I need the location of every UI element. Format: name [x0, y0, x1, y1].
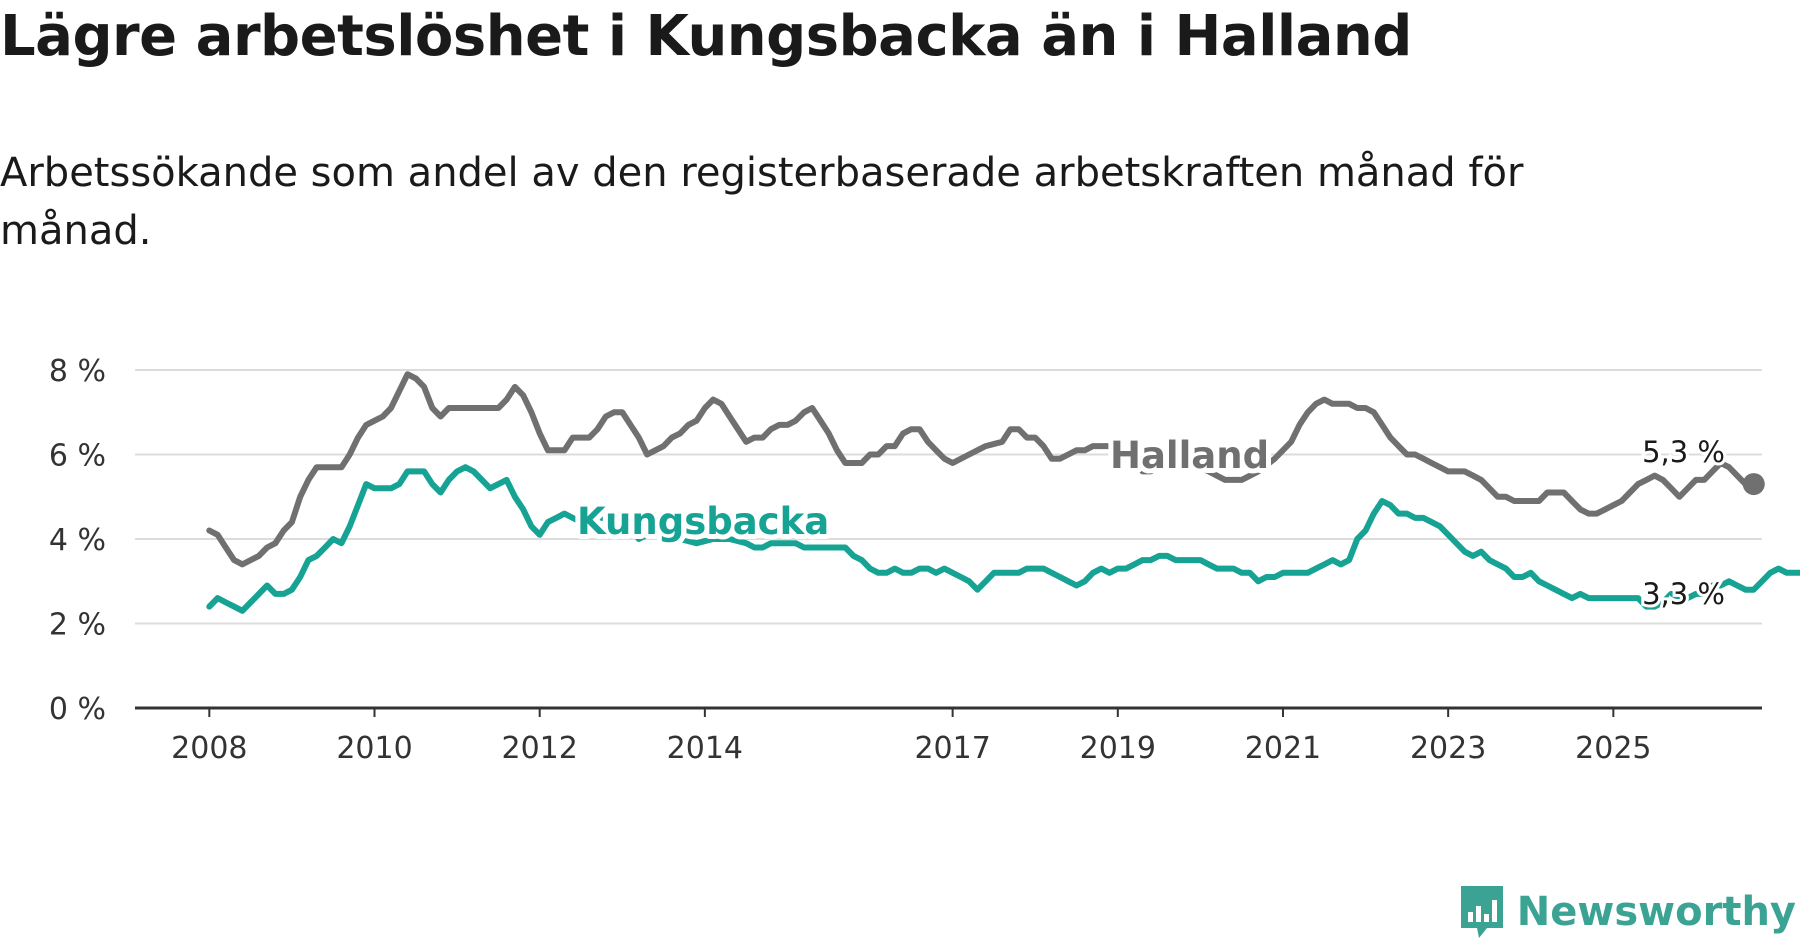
chart-subtitle: Arbetssökande som andel av den registerb… [0, 150, 1524, 254]
y-axis-ticks: 0 % 2 % 4 % 6 % 8 % [49, 354, 106, 727]
y-tick-label: 0 % [49, 692, 106, 727]
newsworthy-logo: Newsworthy [1457, 884, 1796, 940]
end-value-label-kungsbacka: 3,3 % [1642, 577, 1725, 611]
newsworthy-logo-icon [1460, 886, 1503, 938]
end-point-halland [1742, 473, 1765, 496]
x-axis-ticks: 2008 2010 2012 2014 2017 2019 2021 2023 2025 [135, 706, 1762, 766]
x-tick-label: 2023 [1410, 731, 1486, 766]
chart-title: Lägre arbetslöshet i Kungsbacka än i Hal… [0, 4, 1412, 69]
x-tick-label: 2012 [502, 731, 578, 766]
end-value-label-halland: 5,3 % [1642, 435, 1725, 469]
y-tick-label: 6 % [49, 439, 106, 474]
x-tick-label: 2014 [667, 731, 743, 766]
series-labels: Halland Kungsbacka 5,3 % 3,3 % [572, 429, 1728, 614]
y-tick-label: 4 % [49, 523, 106, 558]
x-tick-label: 2010 [336, 731, 412, 766]
series-line-halland [206, 371, 1757, 568]
brand-name: Newsworthy [1516, 889, 1796, 935]
x-tick-label: 2008 [171, 731, 247, 766]
y-tick-label: 2 % [49, 608, 106, 643]
series-label-halland: Halland [1110, 434, 1269, 477]
series-lines [206, 371, 1800, 614]
x-tick-label: 2025 [1575, 731, 1651, 766]
x-tick-label: 2019 [1080, 731, 1156, 766]
x-tick-label: 2017 [914, 731, 990, 766]
x-tick-label: 2021 [1245, 731, 1321, 766]
series-label-kungsbacka: Kungsbacka [577, 500, 829, 543]
line-chart: 0 % 2 % 4 % 6 % 8 % 2008 2010 2012 2014 2017 2019… [49, 354, 1800, 766]
y-tick-label: 8 % [49, 354, 106, 389]
series-line-kungsbacka [206, 464, 1800, 614]
grid-lines [135, 369, 1762, 625]
